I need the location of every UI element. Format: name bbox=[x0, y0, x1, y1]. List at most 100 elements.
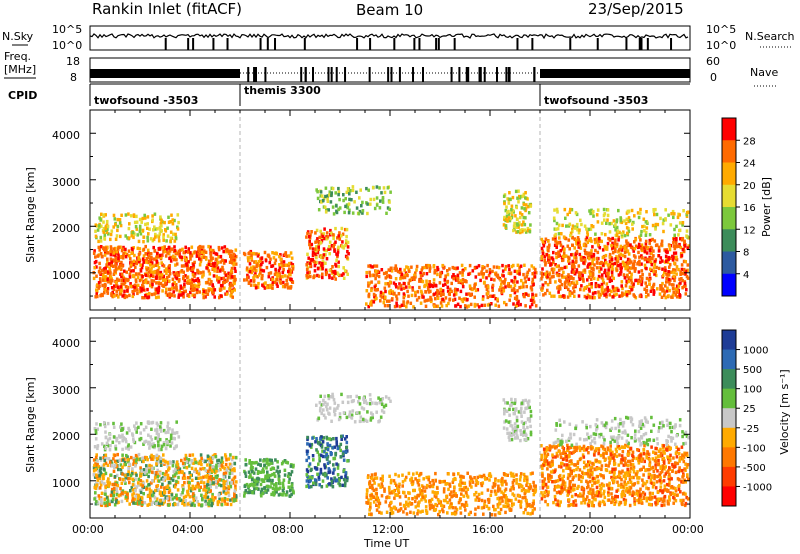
backscatter-cell bbox=[233, 461, 236, 466]
backscatter-cell bbox=[155, 421, 159, 425]
backscatter-cell bbox=[147, 280, 150, 285]
backscatter-cell bbox=[247, 470, 251, 474]
backscatter-cell bbox=[229, 249, 233, 253]
backscatter-cell bbox=[383, 304, 387, 308]
backscatter-cell bbox=[99, 239, 103, 243]
backscatter-cell bbox=[654, 227, 657, 231]
backscatter-cell bbox=[442, 283, 445, 287]
backscatter-cell bbox=[206, 292, 210, 296]
backscatter-cell bbox=[369, 397, 372, 402]
backscatter-cell bbox=[248, 251, 251, 255]
backscatter-cell bbox=[263, 463, 266, 467]
backscatter-cell bbox=[153, 476, 157, 480]
backscatter-cell bbox=[94, 502, 98, 506]
backscatter-cell bbox=[191, 273, 195, 277]
backscatter-cell bbox=[250, 256, 253, 260]
backscatter-cell bbox=[120, 274, 123, 279]
backscatter-cell bbox=[610, 264, 614, 269]
backscatter-cell bbox=[547, 245, 551, 249]
backscatter-cell bbox=[675, 265, 679, 269]
backscatter-cell bbox=[489, 294, 492, 298]
backscatter-cell bbox=[219, 461, 223, 465]
backscatter-cell bbox=[106, 463, 110, 467]
backscatter-cell bbox=[369, 264, 372, 268]
backscatter-cell bbox=[583, 286, 587, 290]
backscatter-cell bbox=[283, 274, 287, 278]
backscatter-cell bbox=[160, 444, 164, 448]
backscatter-cell bbox=[124, 234, 127, 238]
backscatter-cell bbox=[305, 267, 309, 271]
backscatter-cell bbox=[275, 485, 278, 489]
backscatter-cell bbox=[129, 445, 133, 449]
backscatter-cell bbox=[270, 264, 273, 268]
backscatter-cell bbox=[104, 251, 107, 255]
backscatter-cell bbox=[393, 291, 396, 296]
backscatter-cell bbox=[406, 273, 409, 278]
backscatter-cell bbox=[394, 277, 398, 281]
backscatter-cell bbox=[345, 227, 349, 232]
backscatter-cell bbox=[273, 261, 277, 266]
backscatter-cell bbox=[259, 258, 263, 263]
backscatter-cell bbox=[314, 478, 317, 482]
backscatter-cell bbox=[588, 282, 591, 287]
backscatter-cell bbox=[591, 224, 595, 229]
backscatter-cell bbox=[548, 280, 552, 284]
backscatter-cell bbox=[553, 243, 557, 247]
backscatter-cell bbox=[592, 276, 596, 281]
backscatter-cell bbox=[570, 281, 573, 285]
backscatter-cell bbox=[115, 293, 119, 297]
backscatter-cell bbox=[209, 262, 212, 266]
backscatter-cell bbox=[193, 283, 196, 287]
backscatter-cell bbox=[386, 186, 390, 190]
backscatter-cell bbox=[223, 271, 227, 275]
backscatter-cell bbox=[640, 229, 643, 234]
power-ytick-2000: 2000 bbox=[52, 222, 80, 235]
backscatter-cell bbox=[405, 305, 408, 309]
backscatter-cell bbox=[213, 269, 216, 273]
backscatter-cell bbox=[98, 266, 102, 270]
backscatter-cell bbox=[600, 289, 604, 293]
backscatter-cell bbox=[678, 221, 682, 225]
backscatter-cell bbox=[620, 220, 624, 225]
backscatter-cell bbox=[105, 441, 109, 445]
freq-tick-bottom: 8 bbox=[70, 71, 77, 84]
backscatter-cell bbox=[134, 279, 138, 284]
backscatter-cell bbox=[229, 502, 233, 507]
backscatter-cell bbox=[617, 238, 620, 242]
backscatter-cell bbox=[244, 458, 247, 462]
backscatter-cell bbox=[121, 489, 125, 493]
backscatter-cell bbox=[126, 496, 129, 500]
backscatter-cell bbox=[681, 247, 685, 252]
backscatter-cell bbox=[282, 478, 286, 482]
backscatter-cell bbox=[215, 466, 218, 470]
backscatter-cell bbox=[552, 267, 556, 271]
backscatter-cell bbox=[380, 295, 384, 299]
backscatter-cell bbox=[252, 471, 256, 475]
backscatter-cell bbox=[142, 459, 145, 464]
backscatter-cell bbox=[328, 443, 332, 448]
backscatter-cell bbox=[104, 485, 107, 490]
noise-panel: N.Sky 10^5 10^0 10^5 10^0 N.Search bbox=[2, 23, 795, 52]
backscatter-cell bbox=[155, 471, 158, 475]
backscatter-cell bbox=[497, 265, 501, 270]
backscatter-cell bbox=[435, 269, 438, 273]
backscatter-cell bbox=[259, 490, 263, 494]
backscatter-cell bbox=[650, 246, 654, 250]
backscatter-cell bbox=[672, 255, 675, 259]
backscatter-cell bbox=[332, 274, 336, 278]
backscatter-cell bbox=[365, 186, 368, 191]
backscatter-cell bbox=[371, 186, 375, 190]
backscatter-cell bbox=[681, 221, 685, 225]
backscatter-cell bbox=[659, 284, 662, 288]
backscatter-cell bbox=[195, 254, 199, 258]
backscatter-cell bbox=[225, 488, 228, 493]
backscatter-cell bbox=[652, 209, 656, 214]
backscatter-cell bbox=[513, 296, 517, 300]
backscatter-cell bbox=[185, 459, 189, 464]
backscatter-cell bbox=[398, 304, 402, 309]
backscatter-cell bbox=[341, 240, 344, 244]
backscatter-cell bbox=[128, 428, 131, 433]
backscatter-cell bbox=[491, 288, 494, 292]
backscatter-cell bbox=[613, 287, 617, 291]
backscatter-cell bbox=[140, 289, 143, 293]
